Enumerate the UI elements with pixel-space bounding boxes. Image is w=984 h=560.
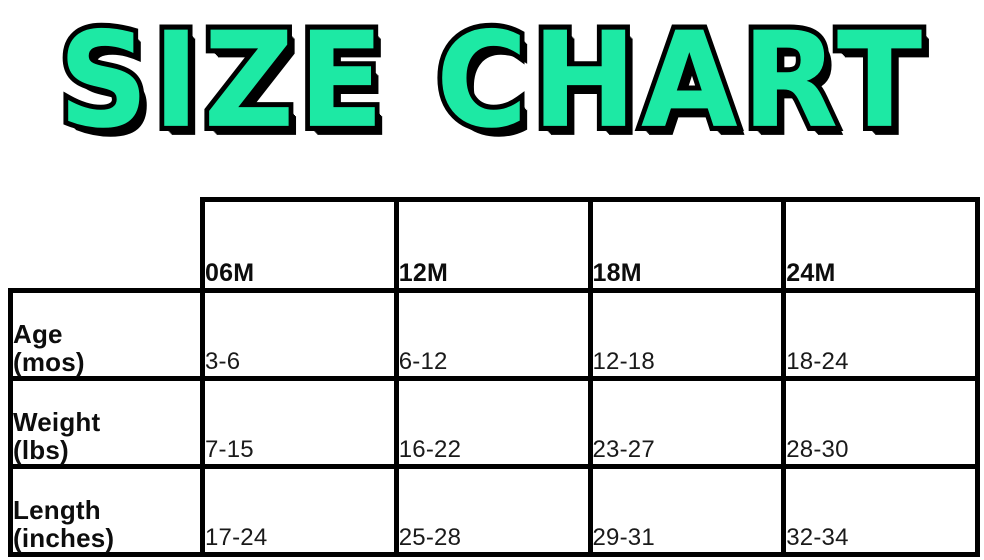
table-header-row: 06M 12M 18M 24M	[10, 197, 980, 293]
column-header-06m: 06M	[200, 197, 399, 293]
cell-age-06m: 3-6	[200, 288, 399, 381]
cell-age-24m: 18-24	[781, 288, 980, 381]
cell-weight-12m: 16-22	[393, 376, 593, 469]
row-header-length: Length (inches)	[8, 464, 205, 557]
size-chart-table-area: 06M 12M 18M 24M Age (mos) 3-6 6-12 12-18…	[8, 197, 980, 557]
page-title-area: SIZE CHART	[0, 0, 984, 160]
cell-length-12m: 25-28	[393, 464, 593, 557]
row-header-weight-unit: (lbs)	[13, 434, 69, 465]
column-header-12m: 12M	[393, 197, 593, 293]
row-header-age-name: Age	[13, 318, 63, 349]
table-row-weight: Weight (lbs) 7-15 16-22 23-27 28-30	[8, 376, 980, 469]
row-header-age: Age (mos)	[8, 288, 205, 381]
page-title: SIZE CHART	[53, 2, 927, 158]
size-chart-table: 06M 12M 18M 24M Age (mos) 3-6 6-12 12-18…	[8, 197, 980, 557]
cell-length-24m: 32-34	[781, 464, 980, 557]
table-row-length: Length (inches) 17-24 25-28 29-31 32-34	[8, 464, 980, 557]
cell-weight-24m: 28-30	[781, 376, 980, 469]
table-corner-cell	[10, 199, 203, 291]
row-header-length-unit: (inches)	[13, 522, 115, 553]
cell-age-12m: 6-12	[393, 288, 593, 381]
row-header-weight: Weight (lbs)	[8, 376, 205, 469]
table-header: 06M 12M 18M 24M	[10, 197, 980, 293]
column-header-24m: 24M	[781, 197, 980, 293]
cell-age-18m: 12-18	[587, 288, 787, 381]
column-header-18m: 18M	[587, 197, 787, 293]
cell-weight-18m: 23-27	[587, 376, 787, 469]
cell-length-18m: 29-31	[587, 464, 787, 557]
cell-weight-06m: 7-15	[200, 376, 399, 469]
cell-length-06m: 17-24	[200, 464, 399, 557]
table-row-age: Age (mos) 3-6 6-12 12-18 18-24	[8, 288, 980, 381]
row-header-age-unit: (mos)	[13, 346, 85, 377]
table-body: Age (mos) 3-6 6-12 12-18 18-24 Weight (l…	[8, 288, 980, 557]
row-header-weight-name: Weight	[13, 406, 101, 437]
row-header-length-name: Length	[13, 494, 101, 525]
